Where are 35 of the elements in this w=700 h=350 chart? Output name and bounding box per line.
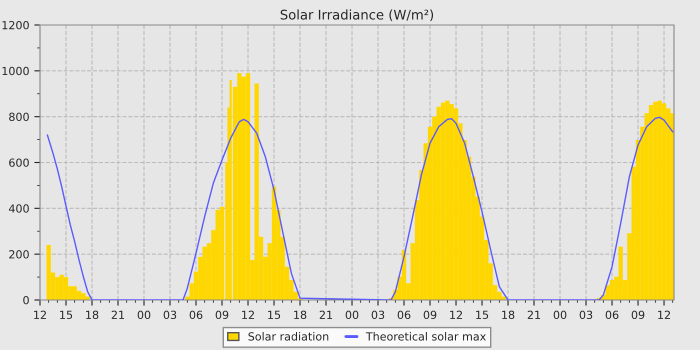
legend-label: Theoretical solar max xyxy=(366,332,486,341)
y-tick-label: 800 xyxy=(9,112,29,122)
x-tick-label: 12 xyxy=(450,310,462,319)
x-tick-label: 18 xyxy=(294,310,306,320)
legend-label: Solar radiation xyxy=(248,332,328,341)
x-tick-label: 06 xyxy=(190,310,202,320)
y-tick-label: 1200 xyxy=(2,20,29,30)
x-tick-label: 09 xyxy=(424,310,436,320)
x-tick-label: 12 xyxy=(242,310,254,319)
x-tick-label: 12 xyxy=(658,310,670,319)
x-tick-label: 12 xyxy=(34,310,46,319)
x-tick-label: 21 xyxy=(320,310,332,319)
x-tick-label: 15 xyxy=(268,310,280,320)
x-tick-label: 15 xyxy=(60,310,72,320)
y-tick-label: 600 xyxy=(9,158,29,167)
x-tick-label: 09 xyxy=(632,310,644,320)
x-tick-label: 09 xyxy=(216,310,228,320)
x-tick-label: 00 xyxy=(554,310,566,320)
y-tick-label: 200 xyxy=(9,250,29,259)
x-tick-label: 06 xyxy=(606,310,618,320)
x-tick-label: 15 xyxy=(476,310,488,320)
x-tick-label: 21 xyxy=(112,310,124,319)
y-tick-label: 400 xyxy=(8,204,29,213)
x-tick-label: 00 xyxy=(346,310,358,320)
chart-title: Solar Irradiance (W/m²) xyxy=(280,9,434,22)
x-tick-label: 21 xyxy=(528,310,540,319)
y-tick-label: 1000 xyxy=(2,66,29,76)
x-tick-label: 03 xyxy=(580,310,592,320)
x-tick-label: 03 xyxy=(164,310,176,320)
y-tick-label: 0 xyxy=(23,296,29,304)
x-tick-label: 18 xyxy=(86,310,98,320)
x-tick-label: 03 xyxy=(372,310,384,320)
x-tick-label: 00 xyxy=(138,310,150,320)
x-tick-label: 06 xyxy=(398,310,410,320)
x-tick-label: 18 xyxy=(502,310,514,320)
